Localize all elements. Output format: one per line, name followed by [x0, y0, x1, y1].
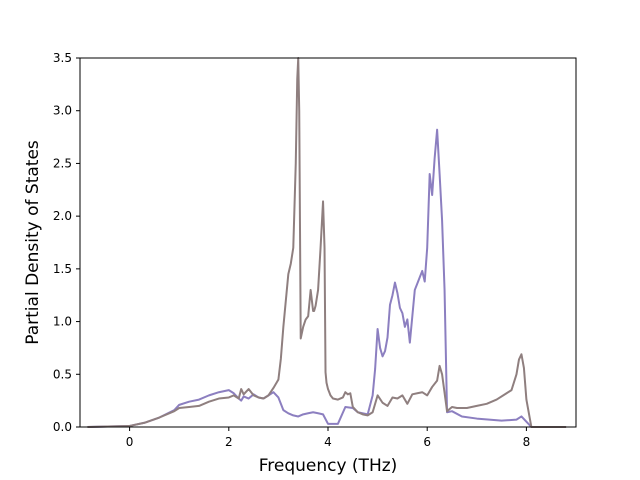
x-tick-label: 0 [126, 435, 134, 449]
x-tick-label: 4 [324, 435, 332, 449]
y-tick-label: 3.0 [53, 104, 72, 118]
y-tick-label: 3.5 [53, 51, 72, 65]
y-tick-label: 1.0 [53, 315, 72, 329]
y-axis-label: Partial Density of States [23, 140, 43, 345]
y-tick-label: 1.5 [53, 262, 72, 276]
x-tick-label: 8 [523, 435, 531, 449]
y-tick-label: 2.0 [53, 209, 72, 223]
series-line-2 [87, 57, 567, 428]
y-tick-label: 0.0 [53, 420, 72, 434]
y-tick-label: 0.5 [53, 367, 72, 381]
y-tick-label: 2.5 [53, 156, 72, 170]
x-axis-label: Frequency (THz) [259, 456, 398, 476]
x-tick-label: 6 [423, 435, 431, 449]
x-axis: 0 2 4 6 8 [126, 427, 530, 449]
y-axis: 0.0 0.5 1.0 1.5 2.0 2.5 3.0 3.5 [53, 51, 80, 434]
series-line-1 [87, 128, 567, 428]
x-tick-label: 2 [225, 435, 233, 449]
series-layer [87, 57, 567, 428]
